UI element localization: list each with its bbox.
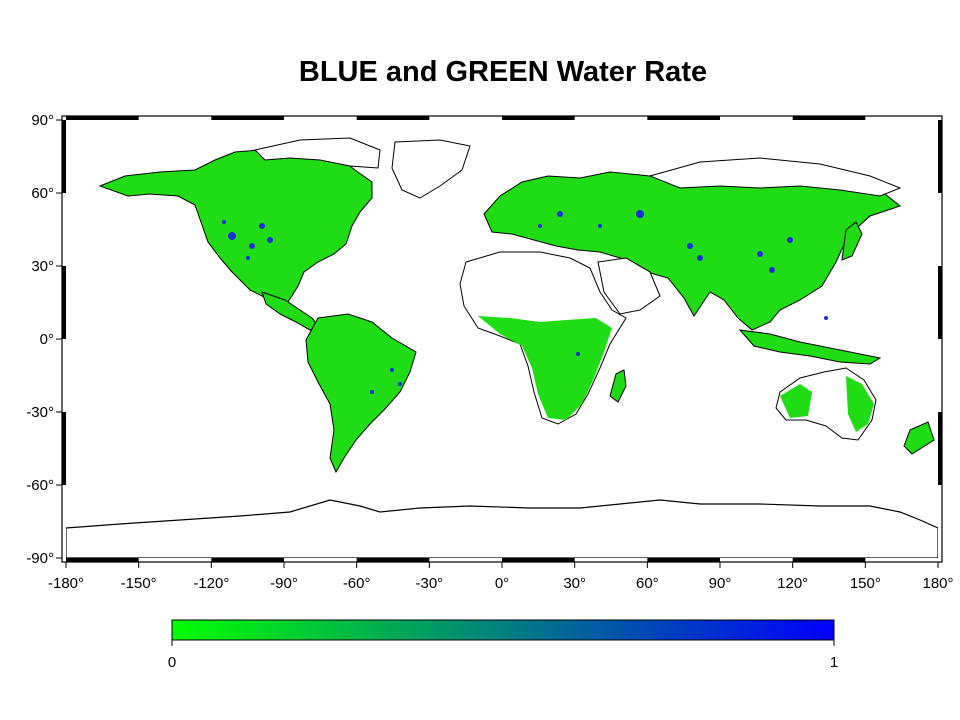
land-madagascar: [609, 369, 627, 403]
lat-tick-labels: 90° 60° 30° 0° -30° -60° -90°: [26, 112, 54, 567]
land-arctic-canada: [254, 137, 381, 169]
frame-segment: [792, 558, 866, 562]
land-antarctica: [66, 499, 938, 558]
lon-tick-label: -150°: [121, 575, 157, 592]
lon-tick-label: 60°: [636, 575, 659, 592]
land-africa-green: [478, 316, 612, 420]
frame-segment: [62, 120, 66, 193]
lat-tick-label: -90°: [26, 550, 54, 567]
map-title: BLUE and GREEN Water Rate: [298, 56, 708, 88]
lon-tick-label: -60°: [343, 575, 371, 592]
colorbar: [171, 619, 835, 641]
frame-segment: [792, 116, 866, 120]
land-japan: [841, 221, 863, 261]
frame-segment: [356, 116, 430, 120]
colorbar-min-label: 0: [168, 654, 176, 671]
frame-segment: [502, 558, 575, 562]
frame-segment: [502, 116, 575, 120]
colorbar-max-label: 1: [830, 654, 838, 671]
lon-tick-label: -90°: [270, 575, 298, 592]
lat-tick-label: -30°: [26, 404, 54, 421]
lon-tick-label: 30°: [563, 575, 586, 592]
frame-segment: [211, 558, 284, 562]
lat-tick-label: 90°: [31, 112, 54, 129]
frame-segment: [647, 116, 720, 120]
frame-segment: [62, 412, 66, 485]
lat-tick-label: 60°: [31, 185, 54, 202]
land-greenland: [391, 139, 471, 199]
lon-tick-label: 90°: [709, 575, 732, 592]
lon-tick-label: -30°: [415, 575, 443, 592]
land-australia-green: [780, 376, 874, 432]
field-high-values: [222, 210, 828, 394]
land-siberia-north: [648, 157, 902, 197]
lon-tick-label: 120°: [777, 575, 808, 592]
lat-tick-label: -60°: [26, 477, 54, 494]
land-arabia: [597, 257, 661, 315]
lon-tick-label: 180°: [922, 575, 953, 592]
continent-south-america: [305, 313, 417, 474]
frame-checkerboard: [62, 116, 942, 562]
lat-tick-label: 0°: [40, 331, 54, 348]
frame-segment: [938, 266, 942, 339]
lon-tick-label: -180°: [48, 575, 84, 592]
frame-segment: [356, 558, 430, 562]
frame-segment: [66, 558, 139, 562]
land-new-zealand: [903, 421, 935, 455]
lon-tick-label: -120°: [193, 575, 229, 592]
lon-tick-label: 0°: [495, 575, 509, 592]
frame-segment: [938, 120, 942, 193]
frame-segment: [66, 116, 139, 120]
axis-ticks: [56, 119, 939, 568]
lon-tick-labels: -180° -150° -120° -90° -60° -30° 0° 30° 60° 90° 12…: [48, 575, 954, 592]
land-indonesia: [738, 329, 882, 365]
frame-segment: [938, 412, 942, 485]
frame-segment: [647, 558, 720, 562]
lon-tick-label: 150°: [850, 575, 881, 592]
map-field: [66, 137, 938, 558]
continent-north-america: [98, 145, 373, 303]
frame-segment: [62, 266, 66, 339]
frame-segment: [211, 116, 284, 120]
lat-tick-label: 30°: [31, 258, 54, 275]
